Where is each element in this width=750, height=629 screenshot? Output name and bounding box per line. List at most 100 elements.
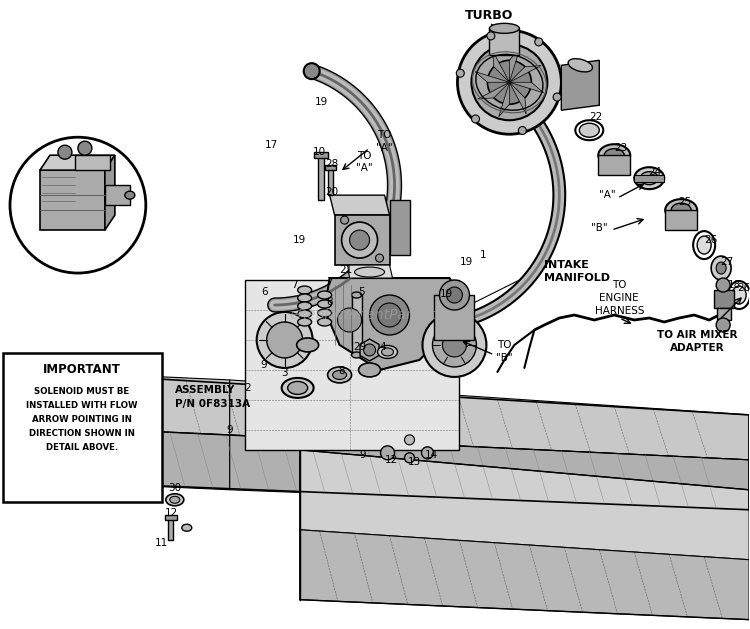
Ellipse shape	[355, 267, 385, 277]
Polygon shape	[389, 200, 410, 255]
Circle shape	[267, 322, 303, 358]
Ellipse shape	[298, 286, 312, 294]
Polygon shape	[10, 360, 55, 480]
Ellipse shape	[671, 203, 692, 217]
Circle shape	[446, 287, 463, 303]
Polygon shape	[168, 518, 172, 540]
Text: 22: 22	[590, 112, 603, 122]
Text: 27: 27	[721, 257, 734, 267]
Text: eReplacementParts.com: eReplacementParts.com	[290, 308, 459, 322]
Text: TO: TO	[497, 340, 512, 350]
Text: 30: 30	[168, 483, 182, 493]
Ellipse shape	[640, 172, 658, 185]
Text: 11: 11	[155, 538, 169, 548]
Text: HARNESS: HARNESS	[595, 306, 644, 316]
Ellipse shape	[698, 236, 711, 254]
Text: 17: 17	[265, 140, 278, 150]
Polygon shape	[300, 530, 749, 620]
Ellipse shape	[317, 309, 332, 317]
Text: 9: 9	[260, 360, 267, 370]
Text: "B": "B"	[496, 353, 513, 363]
Text: 19: 19	[293, 235, 306, 245]
Polygon shape	[509, 48, 520, 82]
Circle shape	[58, 145, 72, 159]
Polygon shape	[598, 155, 630, 175]
Ellipse shape	[297, 338, 319, 352]
Polygon shape	[478, 82, 509, 99]
Circle shape	[256, 312, 313, 368]
Text: 5: 5	[358, 287, 365, 297]
Text: 25: 25	[679, 197, 692, 207]
Polygon shape	[105, 155, 115, 230]
Polygon shape	[509, 65, 542, 82]
Circle shape	[404, 435, 415, 445]
FancyBboxPatch shape	[3, 353, 162, 502]
Circle shape	[404, 453, 415, 463]
Ellipse shape	[382, 348, 394, 356]
Text: IMPORTANT: IMPORTANT	[43, 364, 121, 376]
Text: 12: 12	[165, 508, 178, 518]
Text: "A": "A"	[599, 190, 616, 200]
Polygon shape	[328, 168, 332, 195]
Text: DIRECTION SHOWN IN: DIRECTION SHOWN IN	[29, 430, 135, 438]
Circle shape	[338, 308, 362, 332]
Polygon shape	[325, 165, 335, 170]
Text: TO AIR MIXER: TO AIR MIXER	[657, 330, 737, 340]
Ellipse shape	[298, 302, 312, 310]
Text: 24: 24	[649, 167, 662, 177]
Text: DETAIL ABOVE.: DETAIL ABOVE.	[46, 443, 118, 452]
Polygon shape	[75, 155, 109, 170]
Text: 19: 19	[315, 97, 328, 108]
Ellipse shape	[317, 318, 332, 326]
Ellipse shape	[182, 524, 192, 532]
Circle shape	[376, 254, 383, 262]
Polygon shape	[347, 265, 392, 278]
Polygon shape	[40, 155, 115, 170]
Polygon shape	[509, 82, 544, 93]
Text: 12: 12	[385, 455, 398, 465]
Text: 2: 2	[244, 383, 251, 393]
Ellipse shape	[352, 292, 362, 298]
Ellipse shape	[358, 363, 380, 377]
Circle shape	[304, 63, 320, 79]
Polygon shape	[10, 370, 230, 435]
Text: 26: 26	[704, 235, 718, 245]
Text: 8: 8	[326, 297, 333, 307]
Text: 8: 8	[338, 366, 345, 376]
Ellipse shape	[166, 494, 184, 506]
Ellipse shape	[298, 294, 312, 302]
Ellipse shape	[282, 378, 314, 398]
Ellipse shape	[711, 256, 731, 280]
Text: 28: 28	[325, 159, 338, 169]
Circle shape	[422, 313, 487, 377]
Text: "B": "B"	[591, 223, 608, 233]
Circle shape	[10, 137, 146, 273]
Ellipse shape	[634, 167, 664, 189]
Text: 29: 29	[353, 342, 366, 352]
Circle shape	[472, 44, 548, 120]
Polygon shape	[165, 515, 177, 520]
Ellipse shape	[579, 123, 599, 137]
Text: "A": "A"	[376, 143, 393, 153]
Circle shape	[340, 216, 349, 224]
Ellipse shape	[170, 496, 180, 503]
Text: 9: 9	[226, 425, 233, 435]
Polygon shape	[665, 210, 698, 230]
Polygon shape	[493, 50, 509, 82]
Polygon shape	[105, 185, 130, 205]
Text: 21: 21	[339, 265, 352, 275]
Polygon shape	[475, 72, 509, 82]
Polygon shape	[717, 308, 731, 320]
Polygon shape	[230, 380, 749, 460]
Circle shape	[472, 115, 479, 123]
Ellipse shape	[604, 148, 624, 162]
Circle shape	[341, 222, 377, 258]
Polygon shape	[314, 152, 328, 158]
Ellipse shape	[124, 191, 135, 199]
Polygon shape	[434, 295, 475, 340]
Text: ARROW POINTING IN: ARROW POINTING IN	[32, 415, 132, 425]
Text: 7: 7	[326, 277, 333, 287]
Text: TURBO: TURBO	[465, 9, 514, 22]
Ellipse shape	[328, 367, 352, 383]
Polygon shape	[40, 170, 105, 230]
